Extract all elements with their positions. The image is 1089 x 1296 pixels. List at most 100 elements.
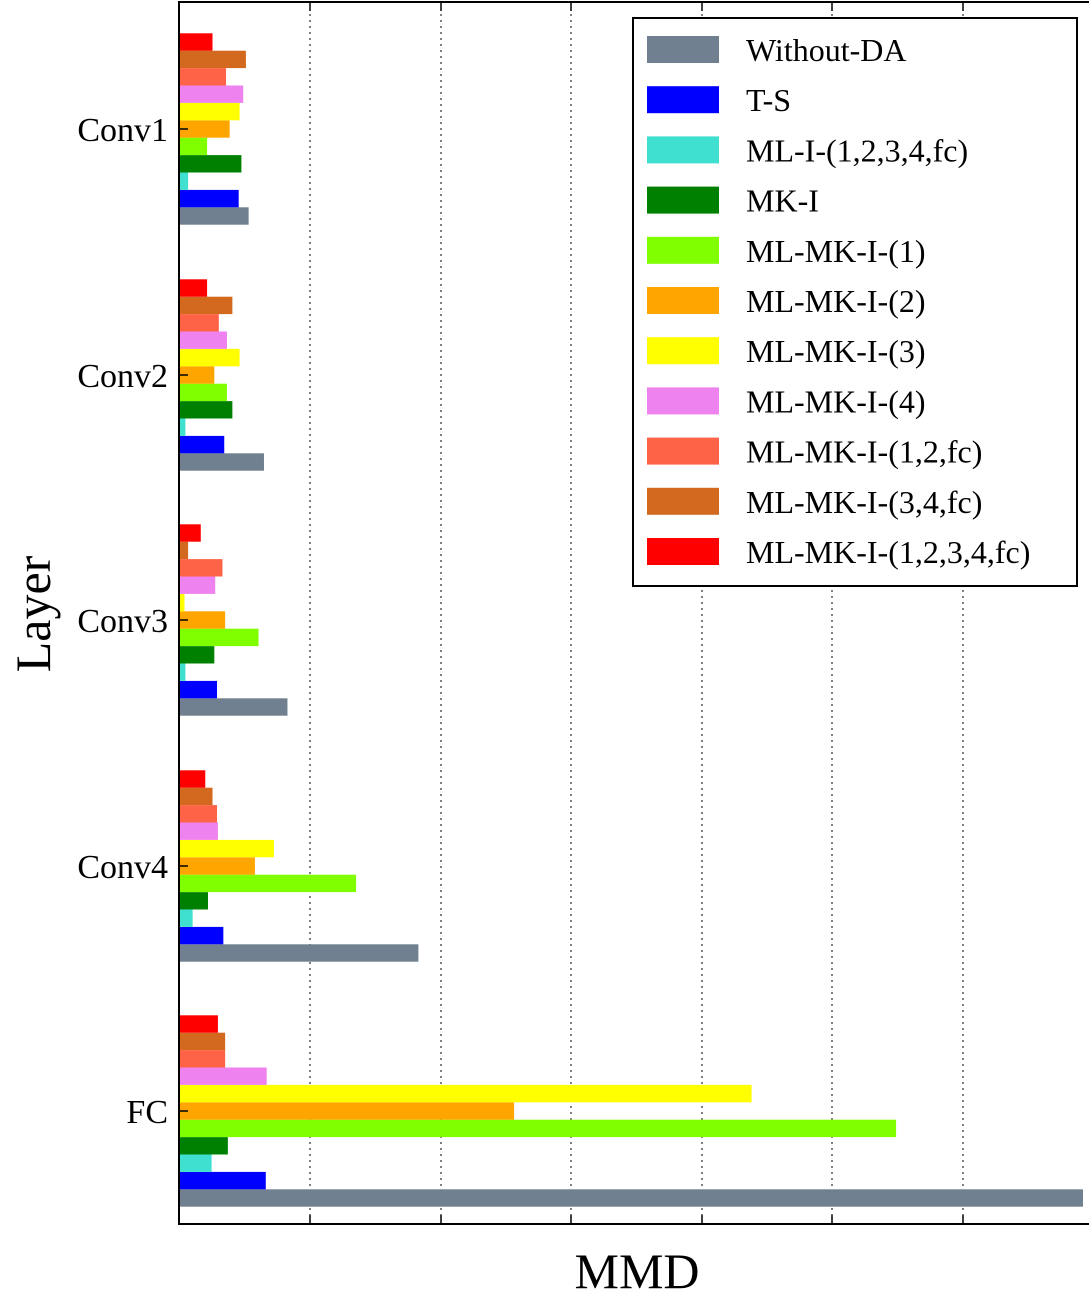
- bar: [180, 770, 206, 788]
- bar: [180, 663, 186, 681]
- bar: [180, 680, 218, 699]
- legend-item: ML-MK-I-(3,4,fc): [647, 484, 982, 520]
- legend: Without-DA T-S ML-I-(1,2,3,4,fc) MK-I ML-MK-…: [632, 17, 1078, 587]
- bar: [180, 839, 274, 858]
- y-tick-label: Conv2: [77, 358, 168, 395]
- bar-group-fc: [180, 1015, 1083, 1207]
- bar: [180, 628, 259, 647]
- legend-swatch: [647, 236, 719, 264]
- bar: [180, 453, 264, 471]
- bar: [180, 85, 244, 103]
- legend-item: ML-MK-I-(4): [647, 383, 926, 419]
- y-tick-label: Conv4: [77, 849, 168, 886]
- legend-item: MK-I: [647, 183, 819, 219]
- bar: [180, 120, 230, 138]
- bar: [180, 874, 357, 893]
- bar: [180, 646, 215, 664]
- bar: [180, 1032, 226, 1051]
- legend-swatch: [647, 86, 719, 114]
- bar-group-conv1: [180, 33, 249, 225]
- bar-group-conv4: [180, 770, 419, 962]
- bar: [180, 102, 240, 121]
- bar: [180, 805, 218, 823]
- legend-item: ML-MK-I-(1): [647, 233, 926, 269]
- bar: [180, 1154, 212, 1172]
- bar: [180, 1084, 752, 1103]
- bar: [180, 1137, 228, 1155]
- y-axis-ticks: Conv1 Conv2 Conv3 Conv4 FC: [77, 112, 188, 1131]
- bar: [180, 576, 216, 594]
- legend-label: MK-I: [746, 183, 819, 219]
- bar: [180, 172, 189, 190]
- legend-item: ML-MK-I-(1,2,fc): [647, 434, 982, 470]
- bar: [180, 418, 186, 436]
- legend-swatch: [647, 36, 719, 63]
- bar: [180, 944, 419, 962]
- bar: [180, 50, 246, 69]
- legend-label: ML-MK-I-(1,2,3,4,fc): [746, 534, 1030, 570]
- y-tick-label: Conv3: [77, 603, 168, 640]
- x-axis-ticks: [309, 2, 964, 1224]
- bar: [180, 559, 223, 577]
- legend-swatch: [647, 437, 719, 465]
- bar: [180, 366, 215, 384]
- bar: [180, 892, 208, 910]
- legend-item: T-S: [647, 82, 791, 118]
- y-axis-label: Layer: [5, 555, 61, 672]
- plot-frame: [178, 1, 1089, 1225]
- legend-swatch: [647, 136, 719, 164]
- legend-label: ML-MK-I-(2): [746, 283, 926, 319]
- legend-label: ML-MK-I-(4): [746, 383, 926, 419]
- legend-label: Without-DA: [746, 32, 906, 68]
- legend-item: ML-MK-I-(3): [647, 333, 926, 369]
- bar: [180, 1189, 1083, 1207]
- bar: [180, 401, 233, 419]
- legend-item: ML-MK-I-(1,2,3,4,fc): [647, 534, 1030, 570]
- legend-label: ML-MK-I-(1,2,fc): [746, 434, 982, 470]
- bar: [180, 926, 224, 945]
- legend-item: Without-DA: [647, 32, 906, 68]
- bar: [180, 787, 213, 806]
- y-tick-label: FC: [126, 1094, 168, 1131]
- bar: [180, 611, 226, 629]
- legend-item: ML-MK-I-(2): [647, 283, 926, 319]
- bar: [180, 33, 213, 51]
- bar-group-conv3: [180, 524, 288, 716]
- bar: [180, 698, 288, 716]
- legend-label: ML-MK-I-(3,4,fc): [746, 484, 982, 520]
- legend-swatch: [647, 287, 719, 314]
- legend-item: ML-I-(1,2,3,4,fc): [647, 132, 968, 168]
- bar: [180, 1015, 218, 1033]
- bar: [180, 207, 249, 225]
- bar: [180, 909, 193, 927]
- bar: [180, 68, 227, 86]
- bar: [180, 331, 227, 349]
- bar: [180, 296, 233, 315]
- bar: [180, 857, 255, 875]
- bar-group-conv2: [180, 279, 264, 471]
- bar: [180, 155, 242, 173]
- bar: [180, 541, 189, 560]
- bar: [180, 348, 240, 367]
- legend-swatch: [647, 387, 719, 415]
- bar: [180, 383, 227, 402]
- bar: [180, 189, 239, 208]
- legend-label: ML-MK-I-(3): [746, 333, 926, 369]
- bar-groups: [180, 33, 1083, 1207]
- legend-swatch: [647, 538, 719, 565]
- legend-label: ML-I-(1,2,3,4,fc): [746, 132, 968, 168]
- bar: [180, 1102, 515, 1120]
- legend-swatch: [647, 487, 719, 515]
- legend-label: ML-MK-I-(1): [746, 233, 926, 269]
- bar: [180, 593, 185, 612]
- bar: [180, 1050, 226, 1068]
- bar: [180, 279, 208, 297]
- legend-swatch: [647, 337, 719, 365]
- y-tick-label: Conv1: [77, 112, 168, 149]
- legend-swatch: [647, 186, 719, 214]
- bar: [180, 1067, 267, 1085]
- x-axis-label: MMD: [574, 1243, 699, 1296]
- bar: [180, 524, 201, 542]
- bar: [180, 314, 219, 332]
